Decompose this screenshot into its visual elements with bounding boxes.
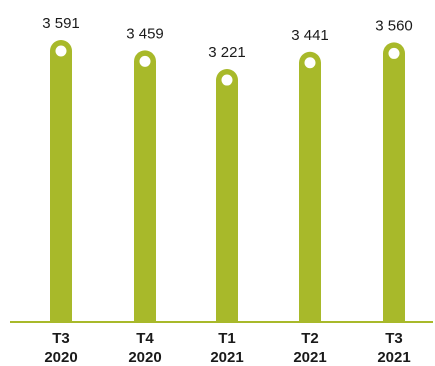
x-tick-labels-group: T3 2020 T4 2020 T1 2021 T2 2021 T3 2021 bbox=[44, 330, 410, 366]
x-tick-label-5-line-1: T3 bbox=[385, 330, 403, 347]
bar-marker-3 bbox=[218, 71, 236, 89]
x-tick-label-2-line-2: 2020 bbox=[128, 349, 161, 366]
bar-marker-5 bbox=[385, 44, 403, 62]
x-tick-label-1-line-1: T3 bbox=[52, 330, 70, 347]
x-tick-label-3-line-1: T1 bbox=[218, 330, 236, 347]
bar-1 bbox=[50, 40, 72, 322]
x-tick-label-4-line-1: T2 bbox=[301, 330, 319, 347]
value-label-4: 3 441 bbox=[291, 27, 329, 44]
value-labels-group: 3 591 3 459 3 221 3 441 3 560 bbox=[42, 15, 413, 61]
x-tick-label-2-line-1: T4 bbox=[136, 330, 154, 347]
bar-2 bbox=[134, 50, 156, 323]
x-tick-label-3-line-2: 2021 bbox=[210, 349, 243, 366]
bars-group bbox=[50, 40, 405, 323]
x-tick-label-1-line-2: 2020 bbox=[44, 349, 77, 366]
bar-marker-1 bbox=[52, 42, 70, 60]
value-label-2: 3 459 bbox=[126, 25, 164, 42]
value-label-3: 3 221 bbox=[208, 44, 246, 61]
value-label-1: 3 591 bbox=[42, 15, 80, 32]
bar-3 bbox=[216, 69, 238, 323]
bar-marker-2 bbox=[136, 52, 154, 70]
bar-5 bbox=[383, 42, 405, 323]
x-tick-label-4-line-2: 2021 bbox=[293, 349, 326, 366]
x-tick-label-5-line-2: 2021 bbox=[377, 349, 410, 366]
bar-4 bbox=[299, 51, 321, 323]
value-label-5: 3 560 bbox=[375, 17, 413, 34]
bar-marker-4 bbox=[301, 54, 319, 72]
